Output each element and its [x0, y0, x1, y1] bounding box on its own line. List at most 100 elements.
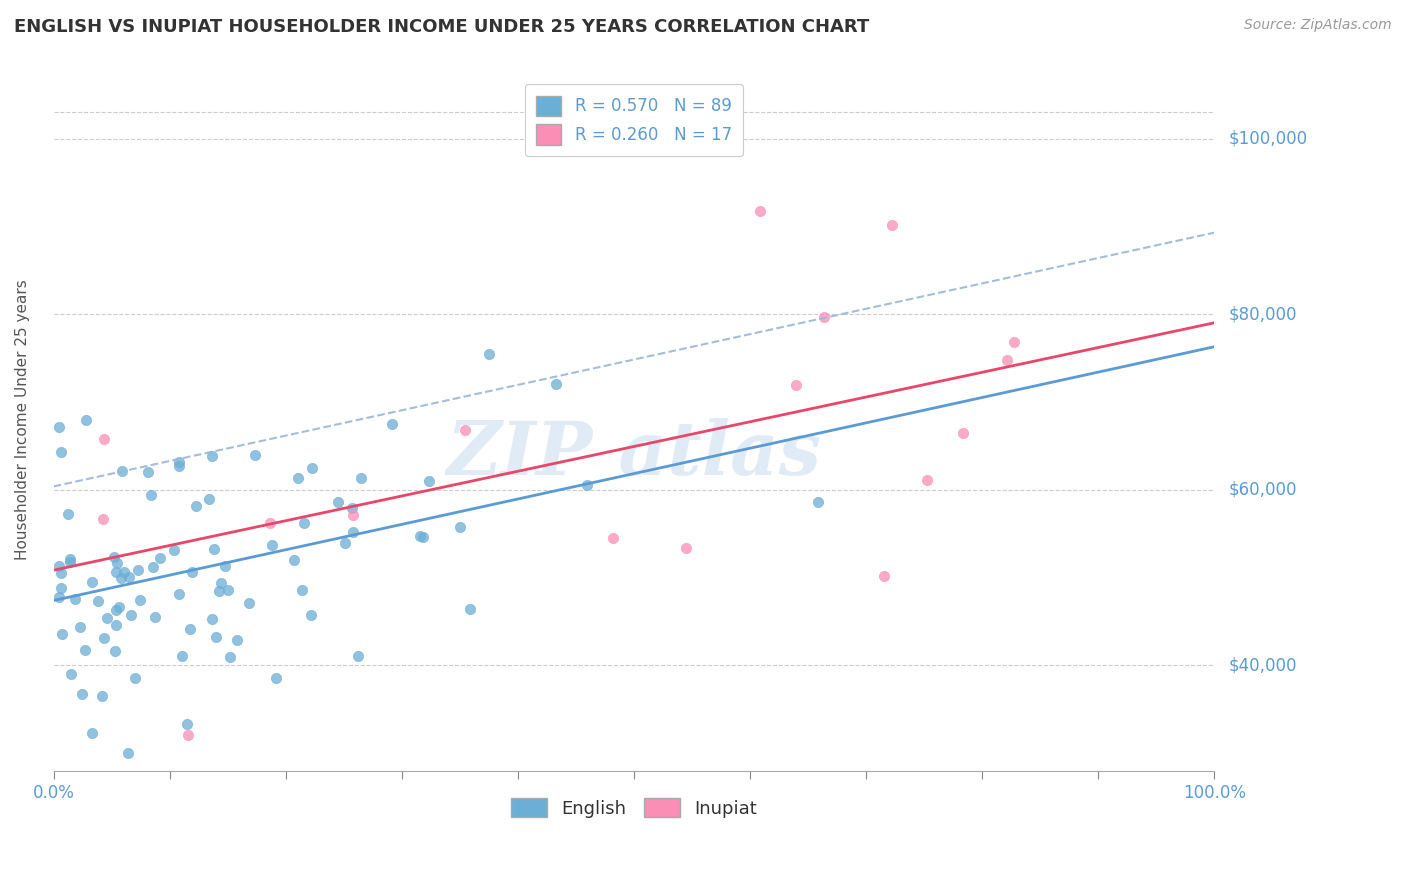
Point: [117, 746, 139, 760]
Point: [184, 500, 207, 514]
Point: [51, 444, 73, 458]
Point: [287, 471, 309, 485]
Point: [294, 516, 316, 530]
Point: [952, 425, 974, 440]
Point: [785, 377, 807, 392]
Point: [127, 563, 149, 577]
Point: [111, 464, 134, 478]
Point: [63, 591, 86, 606]
Point: [418, 475, 440, 489]
Point: [170, 648, 193, 663]
Point: [202, 542, 225, 557]
Point: [449, 520, 471, 534]
Point: [225, 632, 247, 647]
Point: [167, 455, 190, 469]
Point: [350, 471, 373, 485]
Point: [412, 531, 434, 545]
Point: [458, 602, 481, 616]
Point: [124, 671, 146, 685]
Point: [576, 477, 599, 491]
Point: [342, 508, 364, 522]
Point: [90, 690, 112, 704]
Point: [87, 594, 110, 608]
Point: [120, 608, 142, 623]
Point: [177, 728, 200, 742]
Point: [915, 473, 938, 487]
Point: [136, 465, 159, 479]
Point: [93, 432, 115, 446]
Point: [180, 566, 202, 580]
Point: [104, 617, 127, 632]
Point: [243, 448, 266, 462]
Point: [48, 559, 70, 574]
Point: [129, 592, 152, 607]
Text: $40,000: $40,000: [1229, 657, 1296, 674]
Point: [143, 609, 166, 624]
Point: [813, 310, 835, 325]
Point: [167, 587, 190, 601]
Point: [328, 495, 350, 509]
Legend: English, Inupiat: English, Inupiat: [503, 791, 765, 825]
Point: [112, 565, 135, 579]
Point: [291, 582, 314, 597]
Point: [104, 603, 127, 617]
Point: [301, 461, 323, 475]
Y-axis label: Householder Income Under 25 years: Householder Income Under 25 years: [15, 279, 30, 560]
Text: ENGLISH VS INUPIAT HOUSEHOLDER INCOME UNDER 25 YEARS CORRELATION CHART: ENGLISH VS INUPIAT HOUSEHOLDER INCOME UN…: [14, 18, 869, 36]
Point: [82, 574, 104, 589]
Point: [51, 627, 73, 641]
Text: ZIP atlas: ZIP atlas: [447, 418, 821, 491]
Point: [167, 458, 190, 473]
Point: [1002, 334, 1025, 349]
Text: $80,000: $80,000: [1229, 305, 1296, 323]
Point: [807, 495, 830, 509]
Point: [141, 488, 163, 502]
Point: [602, 531, 624, 545]
Point: [70, 687, 93, 701]
Point: [409, 529, 432, 543]
Point: [454, 423, 477, 437]
Point: [48, 590, 70, 604]
Point: [882, 219, 904, 233]
Point: [238, 596, 260, 610]
Point: [208, 584, 231, 599]
Point: [675, 541, 697, 555]
Point: [118, 570, 141, 584]
Point: [91, 512, 114, 526]
Text: $100,000: $100,000: [1229, 129, 1308, 148]
Point: [80, 726, 103, 740]
Point: [335, 535, 357, 549]
Point: [49, 566, 72, 580]
Point: [546, 376, 568, 391]
Point: [108, 599, 131, 614]
Point: [59, 666, 82, 681]
Point: [260, 538, 283, 552]
Point: [209, 575, 232, 590]
Point: [873, 568, 896, 582]
Point: [163, 543, 186, 558]
Point: [104, 643, 127, 657]
Point: [266, 672, 288, 686]
Point: [340, 501, 363, 516]
Point: [342, 524, 364, 539]
Text: Source: ZipAtlas.com: Source: ZipAtlas.com: [1244, 18, 1392, 32]
Point: [56, 507, 79, 521]
Point: [105, 565, 128, 579]
Point: [201, 449, 224, 463]
Point: [198, 491, 221, 506]
Point: [149, 550, 172, 565]
Point: [478, 346, 501, 360]
Point: [299, 607, 322, 622]
Point: [59, 552, 82, 566]
Point: [73, 643, 96, 657]
Point: [48, 420, 70, 434]
Point: [347, 648, 370, 663]
Point: [179, 622, 201, 636]
Point: [283, 553, 305, 567]
Point: [176, 717, 198, 731]
Point: [110, 571, 132, 585]
Point: [749, 203, 772, 218]
Point: [103, 550, 125, 565]
Point: [214, 558, 236, 573]
Point: [142, 559, 165, 574]
